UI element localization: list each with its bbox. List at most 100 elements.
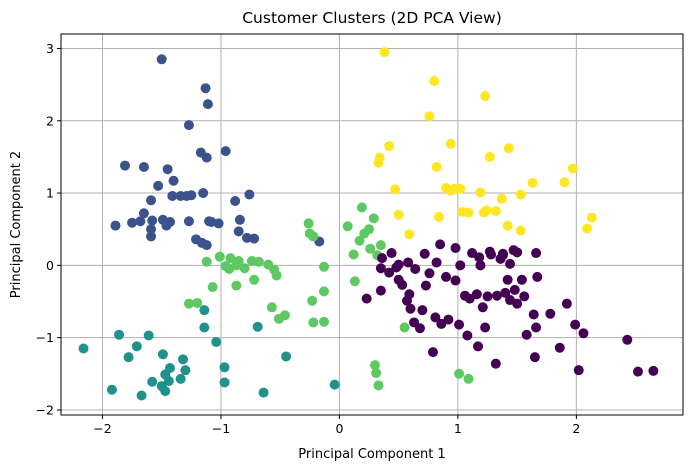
scatter-point (500, 287, 511, 298)
scatter-point (386, 248, 397, 259)
scatter-point (480, 91, 491, 102)
scatter-point (252, 321, 263, 332)
scatter-point (192, 297, 203, 308)
scatter-point (233, 226, 244, 237)
data-points (78, 47, 659, 401)
scatter-point (371, 368, 382, 379)
scatter-point (554, 342, 565, 353)
scatter-point (529, 352, 540, 363)
grid (61, 34, 683, 415)
scatter-point (508, 245, 519, 256)
scatter-point (201, 256, 212, 267)
scatter-point (138, 162, 149, 173)
scatter-point (146, 231, 157, 242)
scatter-point (393, 209, 404, 220)
scatter-point (409, 317, 420, 328)
scatter-point (266, 302, 277, 313)
scatter-point (207, 282, 218, 293)
scatter-point (455, 260, 466, 271)
scatter-point (475, 260, 486, 271)
scatter-point (214, 251, 225, 262)
scatter-point (435, 239, 446, 250)
scatter-point (570, 319, 581, 330)
x-tick-label: 2 (572, 421, 580, 436)
scatter-point (495, 253, 506, 264)
scatter-point (490, 206, 501, 217)
scatter-point (424, 268, 435, 279)
scatter-point (219, 362, 230, 373)
scatter-point (531, 248, 542, 259)
scatter-point (369, 360, 380, 371)
scatter-point (123, 352, 134, 363)
scatter-point (527, 177, 538, 188)
x-tick-label: 1 (454, 421, 462, 436)
scatter-point (473, 341, 484, 352)
scatter-point (368, 213, 379, 224)
x-axis-label: Principal Component 1 (298, 447, 445, 462)
scatter-point (482, 291, 493, 302)
scatter-point (119, 160, 130, 171)
x-tick-label: 0 (335, 421, 343, 436)
scatter-point (502, 220, 513, 231)
scatter-point (377, 253, 388, 264)
scatter-point (405, 303, 416, 314)
scatter-point (519, 291, 530, 302)
scatter-point (78, 343, 89, 354)
scatter-point (531, 322, 542, 333)
scatter-point (573, 365, 584, 376)
scatter-point (183, 216, 194, 227)
scatter-point (567, 163, 578, 174)
scatter-point (319, 261, 330, 272)
scatter-point (475, 187, 486, 198)
scatter-point (231, 280, 242, 291)
scatter-point (420, 280, 431, 291)
scatter-point (559, 177, 570, 188)
scatter-point (348, 249, 359, 260)
scatter-point (361, 293, 372, 304)
scatter-point (431, 257, 442, 268)
scatter-point (231, 260, 242, 271)
scatter-point (373, 380, 384, 391)
scatter-point (505, 258, 516, 269)
scatter-point (199, 305, 210, 316)
scatter-point (349, 276, 360, 287)
scatter-point (138, 208, 149, 219)
scatter-point (180, 365, 191, 376)
scatter-point (156, 54, 167, 65)
scatter-point (106, 384, 117, 395)
y-tick-label: −2 (36, 402, 54, 417)
scatter-point (509, 284, 520, 295)
scatter-point (503, 143, 514, 154)
chart-title: Customer Clusters (2D PCA View) (242, 9, 502, 27)
scatter-point (401, 295, 412, 306)
scatter-point (307, 295, 318, 306)
scatter-point (146, 195, 157, 206)
scatter-point (249, 274, 260, 285)
scatter-point (450, 242, 461, 253)
y-tick-label: 2 (46, 113, 54, 128)
scatter-point (433, 211, 444, 222)
scatter-point (632, 366, 643, 377)
scatter-point (162, 164, 173, 175)
scatter-point (225, 253, 236, 264)
scatter-point (390, 184, 401, 195)
scatter-point (249, 233, 260, 244)
scatter-point (183, 298, 194, 309)
scatter-point (201, 240, 212, 251)
scatter-point (463, 373, 474, 384)
scatter-point (515, 225, 526, 236)
scatter-point (471, 289, 482, 300)
scatter-point (445, 138, 456, 149)
scatter-point (230, 196, 241, 207)
plot-frame (60, 33, 684, 416)
scatter-point (258, 387, 269, 398)
scatter-point (354, 235, 365, 246)
axis-ticks: −2 −1 0 1 2 −2 −1 0 1 2 3 (36, 41, 581, 436)
scatter-point (199, 322, 210, 333)
scatter-point (308, 317, 319, 328)
scatter-point (146, 224, 157, 235)
scatter-point (219, 377, 230, 388)
scatter-point (200, 83, 211, 94)
